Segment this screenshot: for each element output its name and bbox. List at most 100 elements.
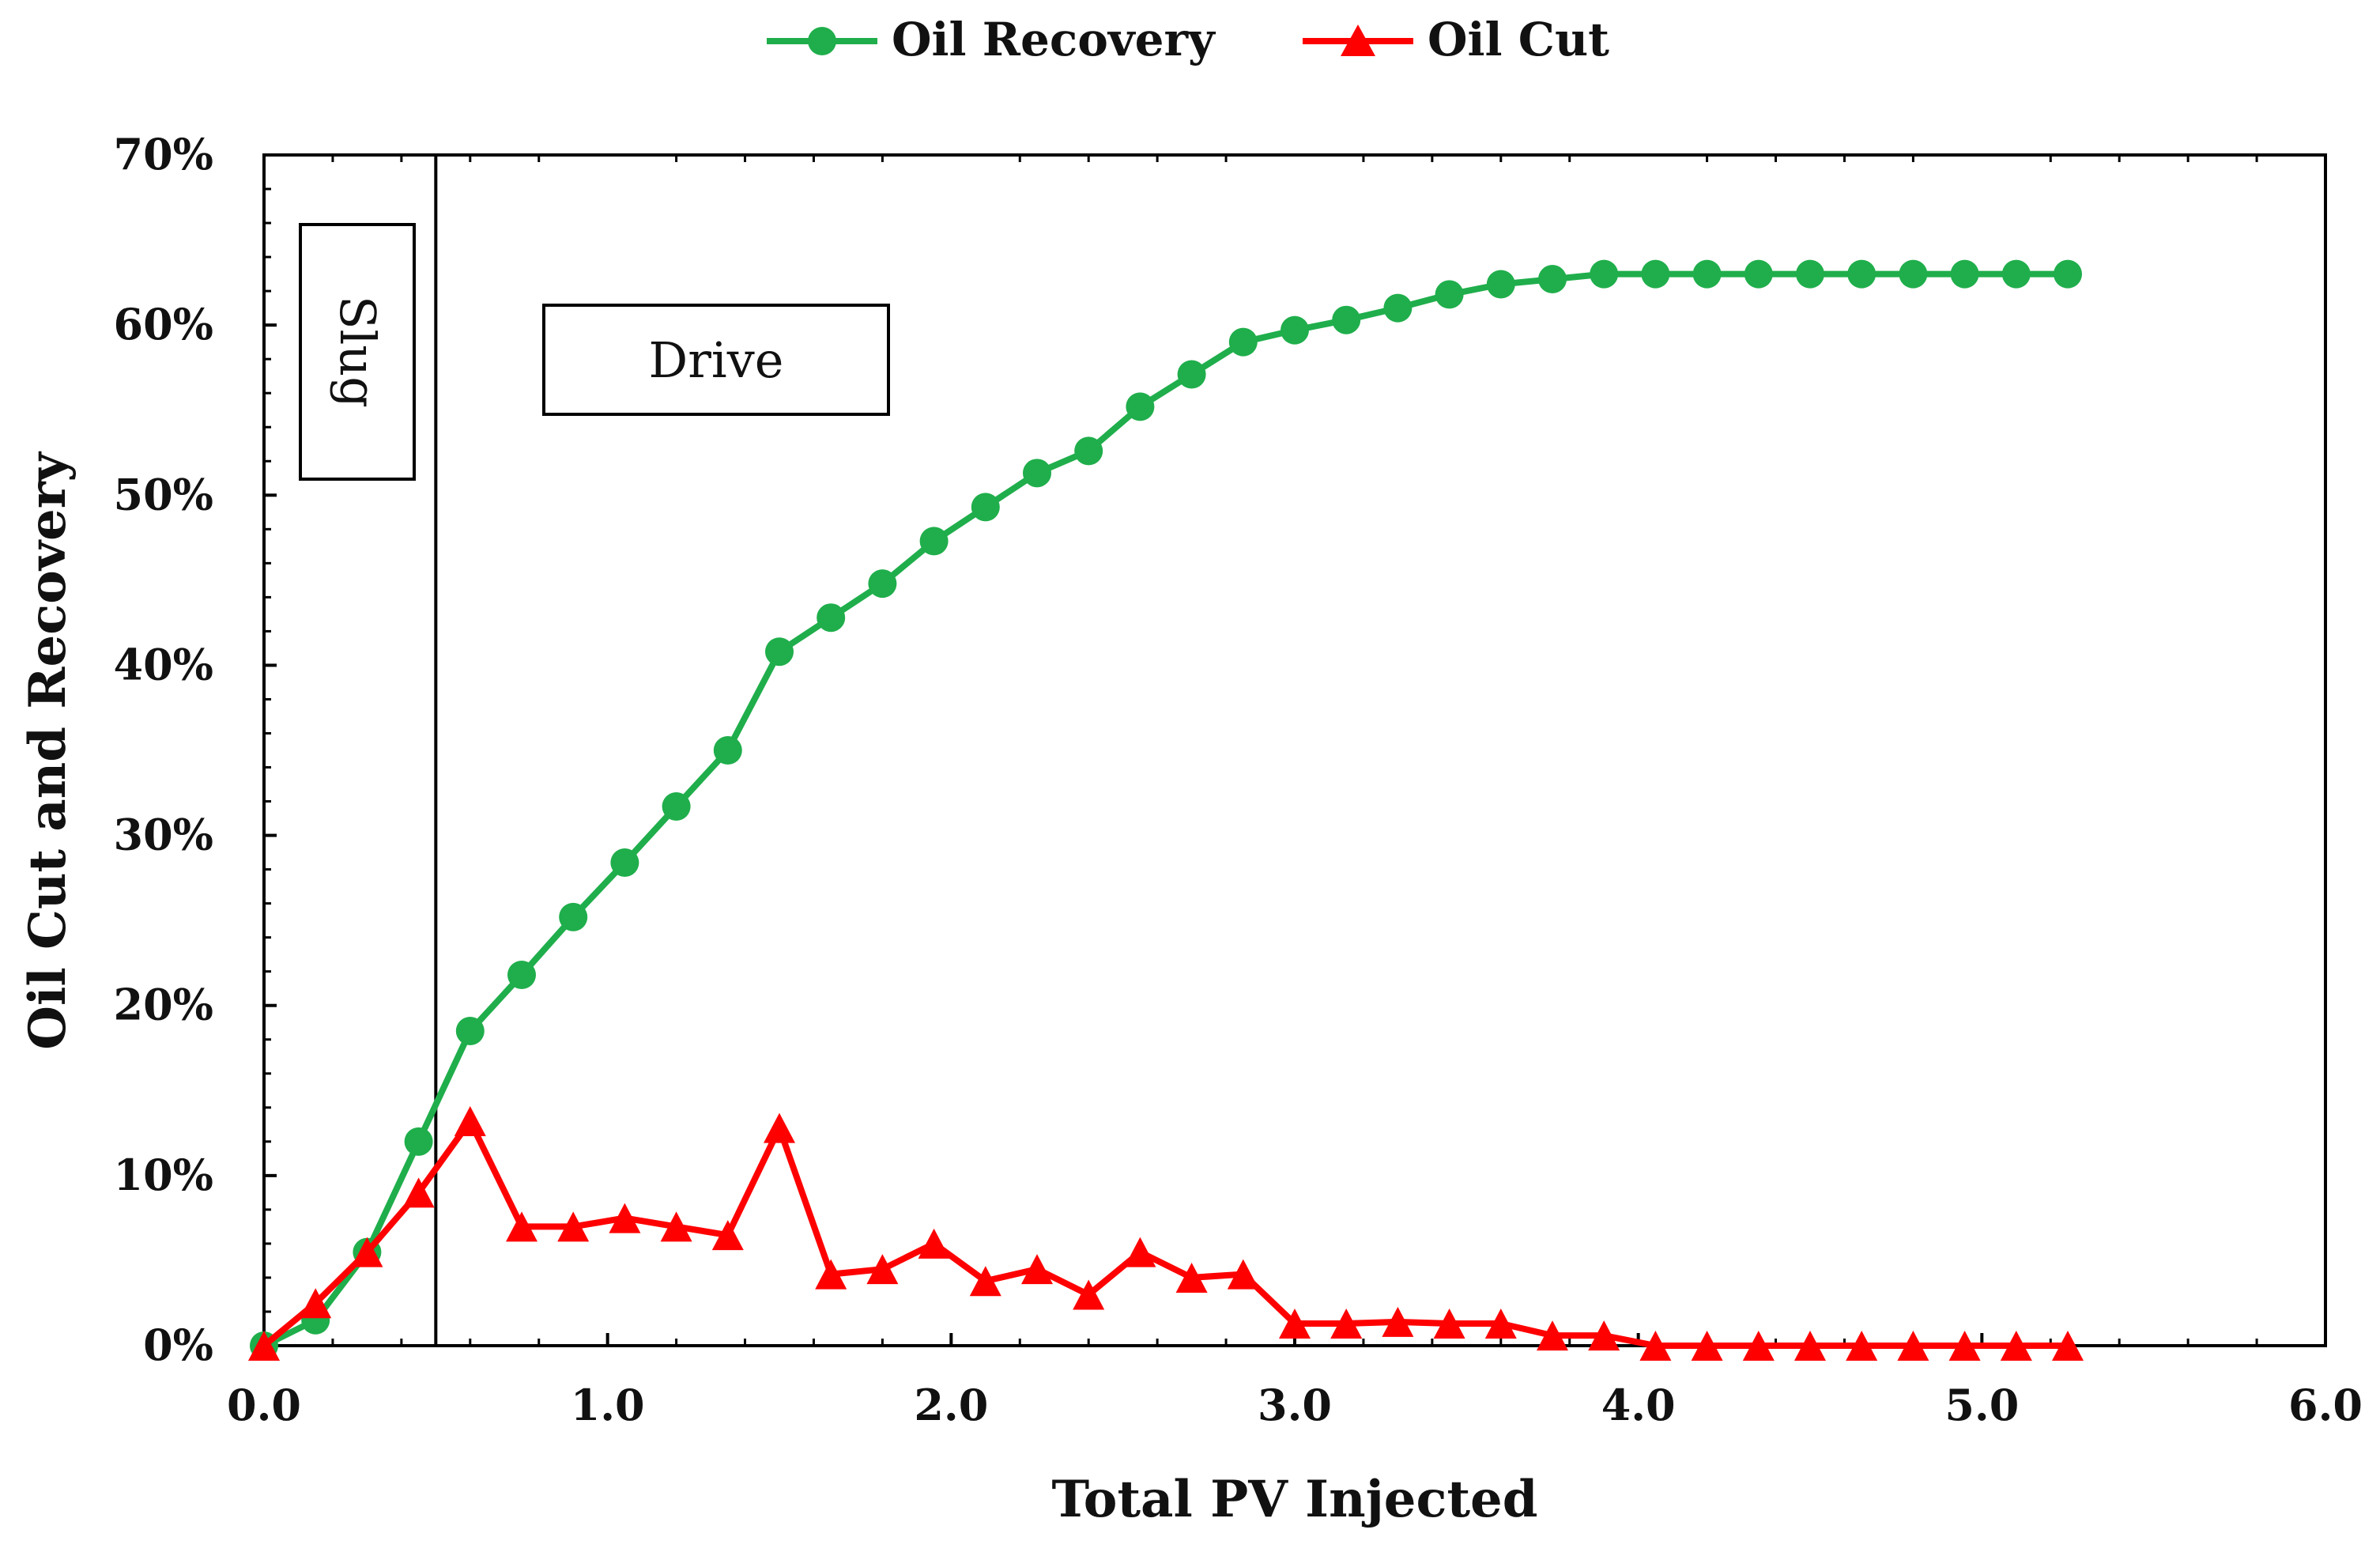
data-point-oil-recovery: [1126, 392, 1155, 421]
series-line-oil-cut: [262, 1118, 2068, 1349]
data-point-oil-cut: [1588, 1320, 1620, 1351]
data-point-oil-cut: [1124, 1237, 1156, 1267]
x-tick-label: 5.0: [1944, 1380, 2019, 1430]
data-point-oil-cut: [1537, 1320, 1568, 1351]
slug-annotation: Slug: [299, 223, 416, 481]
data-point-oil-recovery: [1950, 259, 1979, 289]
data-point-oil-cut: [300, 1288, 332, 1319]
data-point-oil-cut: [711, 1220, 744, 1251]
data-point-oil-recovery: [404, 1127, 433, 1156]
data-point-oil-recovery: [1074, 436, 1103, 466]
x-tick-label: 0.0: [227, 1380, 301, 1430]
data-point-oil-cut: [1846, 1331, 1878, 1361]
slug-label-box: [299, 223, 416, 481]
data-point-oil-cut: [866, 1254, 899, 1285]
data-point-oil-recovery: [1435, 280, 1464, 309]
slug-label: Slug: [329, 296, 387, 408]
data-point-oil-cut: [1021, 1254, 1053, 1285]
data-point-oil-cut: [918, 1228, 950, 1259]
data-point-oil-cut: [506, 1211, 537, 1242]
data-point-oil-recovery: [713, 736, 742, 765]
data-point-oil-recovery: [1538, 265, 1567, 294]
data-point-oil-recovery: [1281, 315, 1309, 345]
y-tick-label: 10%: [114, 1150, 213, 1200]
data-point-oil-recovery: [919, 527, 949, 556]
x-tick-label: 3.0: [1258, 1380, 1332, 1430]
y-tick-label: 20%: [114, 980, 213, 1030]
data-point-oil-cut: [1742, 1331, 1775, 1361]
data-point-oil-recovery: [1899, 259, 1928, 289]
data-point-oil-recovery: [1228, 327, 1258, 357]
data-point-oil-cut: [351, 1237, 383, 1267]
data-point-oil-cut: [1484, 1309, 1517, 1339]
data-point-oil-recovery: [1692, 259, 1722, 289]
data-point-oil-cut: [1639, 1331, 1672, 1361]
y-tick-label: 50%: [114, 469, 213, 519]
data-point-oil-cut: [1897, 1331, 1929, 1361]
y-tick-label: 40%: [114, 639, 213, 689]
data-point-oil-cut: [1330, 1309, 1363, 1339]
data-point-oil-recovery: [971, 493, 1000, 522]
data-point-oil-cut: [1227, 1259, 1259, 1290]
series-line-oil-recovery: [262, 270, 2068, 1349]
data-point-oil-cut: [248, 1331, 280, 1361]
data-point-oil-recovery: [765, 637, 794, 667]
y-tick-label: 0%: [143, 1320, 213, 1370]
data-point-oil-cut: [557, 1211, 590, 1242]
y-axis-title: Oil Cut and Recovery: [18, 451, 77, 1050]
x-tick-label: 2.0: [914, 1380, 988, 1430]
data-point-oil-recovery: [1641, 259, 1670, 289]
data-point-oil-cut: [1948, 1331, 1981, 1361]
data-point-oil-recovery: [1383, 293, 1413, 323]
data-point-oil-recovery: [1590, 259, 1619, 289]
y-tick-label: 70%: [114, 129, 213, 179]
data-point-oil-cut: [969, 1266, 1001, 1297]
data-point-oil-recovery: [2054, 259, 2082, 289]
data-point-oil-recovery: [559, 902, 588, 931]
x-tick-label: 4.0: [1601, 1380, 1676, 1430]
data-point-oil-cut: [1175, 1262, 1208, 1293]
y-axis-tick-labels: 0% 10% 20% 30% 40% 50% 60% 70%: [114, 129, 213, 1370]
data-point-oil-recovery: [507, 960, 536, 989]
data-point-oil-recovery: [1847, 259, 1876, 289]
series-layer: [248, 259, 2084, 1361]
data-point-oil-cut: [1794, 1331, 1826, 1361]
drive-label-box: [542, 304, 890, 416]
data-point-oil-cut: [660, 1211, 692, 1242]
data-point-oil-cut: [609, 1203, 641, 1233]
data-point-oil-cut: [815, 1259, 847, 1290]
data-point-oil-cut: [1433, 1309, 1465, 1339]
data-point-oil-recovery: [1177, 360, 1206, 389]
data-point-oil-cut: [1382, 1306, 1414, 1337]
legend-marker-oil-cut: [1341, 25, 1375, 56]
data-point-oil-recovery: [1486, 270, 1515, 299]
data-point-oil-cut: [2000, 1331, 2032, 1361]
data-point-oil-cut: [402, 1177, 435, 1208]
data-point-oil-recovery: [1796, 259, 1824, 289]
data-point-oil-recovery: [817, 603, 846, 633]
data-point-oil-recovery: [1332, 305, 1361, 334]
x-tick-label: 6.0: [2288, 1380, 2363, 1430]
data-point-oil-cut: [1279, 1309, 1311, 1339]
data-point-oil-cut: [2052, 1331, 2084, 1361]
drive-annotation: Drive: [542, 304, 890, 416]
legend-marker-oil-recovery: [808, 27, 836, 55]
data-point-oil-cut: [1073, 1279, 1105, 1310]
data-point-oil-recovery: [610, 848, 639, 877]
data-point-oil-recovery: [1023, 459, 1051, 488]
x-tick-label: 1.0: [571, 1380, 645, 1430]
data-point-oil-recovery: [455, 1016, 485, 1045]
data-point-oil-recovery: [662, 791, 691, 821]
data-point-oil-cut: [454, 1106, 486, 1137]
data-point-oil-recovery: [2001, 259, 2031, 289]
data-point-oil-recovery: [1744, 259, 1773, 289]
y-tick-label: 30%: [114, 810, 213, 860]
data-point-oil-recovery: [868, 569, 897, 599]
x-axis-tick-labels: 0.0 1.0 2.0 3.0 4.0 5.0 6.0: [227, 1380, 2363, 1430]
legend-label-oil-recovery: Oil Recovery: [892, 13, 1216, 66]
y-tick-label: 60%: [114, 299, 213, 349]
x-axis-title: Total PV Injected: [1052, 1470, 1538, 1529]
data-point-oil-cut: [1691, 1331, 1723, 1361]
legend: Oil Recovery Oil Cut: [767, 13, 1609, 66]
